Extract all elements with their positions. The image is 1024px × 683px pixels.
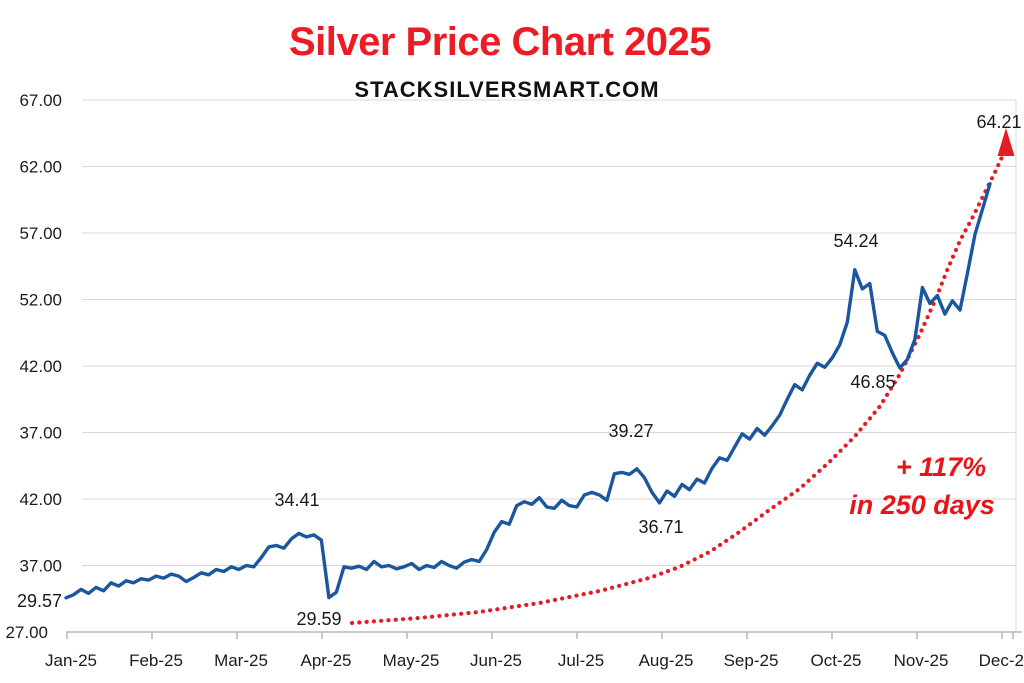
y-axis-tick-label: 27.00 <box>5 623 48 642</box>
projection-dotted-line <box>349 155 1005 626</box>
y-axis-tick-label: 42.00 <box>19 357 62 376</box>
data-point-label: 34.41 <box>274 490 319 510</box>
x-axis-tick-label: Jun-25 <box>470 651 522 670</box>
data-point-label: 54.24 <box>833 231 878 251</box>
data-point-label: 36.71 <box>638 517 683 537</box>
data-point-label: 39.27 <box>608 421 653 441</box>
callout-gain-duration: in 250 days <box>849 490 995 520</box>
x-axis-tick-label: Mar-25 <box>214 651 268 670</box>
y-axis-tick-label: 42.00 <box>19 490 62 509</box>
data-point-label: 29.59 <box>296 609 341 629</box>
x-axis-tick-label: Dec-25 <box>979 651 1024 670</box>
x-axis-tick-label: Sep-25 <box>724 651 779 670</box>
data-point-label: 64.21 <box>976 112 1021 132</box>
x-axis-tick-label: Feb-25 <box>129 651 183 670</box>
x-axis-tick-label: Apr-25 <box>300 651 351 670</box>
x-axis-tick-label: Jan-25 <box>45 651 97 670</box>
y-axis-tick-label: 67.00 <box>19 91 62 110</box>
x-axis-tick-label: Oct-25 <box>810 651 861 670</box>
y-axis-tick-label: 52.00 <box>19 291 62 310</box>
callout-gain-percent: + 117% <box>895 452 987 482</box>
chart-subtitle: STACKSILVERSMART.COM <box>354 77 660 102</box>
x-axis-tick-label: May-25 <box>383 651 440 670</box>
y-axis-tick-label: 57.00 <box>19 224 62 243</box>
y-axis-tick-label: 37.00 <box>19 557 62 576</box>
chart-title: Silver Price Chart 2025 <box>288 20 712 64</box>
x-axis-tick-label: Aug-25 <box>639 651 694 670</box>
x-axis-tick-label: Jul-25 <box>558 651 604 670</box>
price-line-series <box>64 182 992 600</box>
y-axis-tick-label: 37.00 <box>19 424 62 443</box>
y-axis-tick-label: 62.00 <box>19 158 62 177</box>
projection-arrowhead-icon <box>997 128 1015 156</box>
data-point-label: 46.85 <box>850 372 895 392</box>
x-axis-tick-label: Nov-25 <box>894 651 949 670</box>
data-point-label: 29.57 <box>17 591 62 611</box>
